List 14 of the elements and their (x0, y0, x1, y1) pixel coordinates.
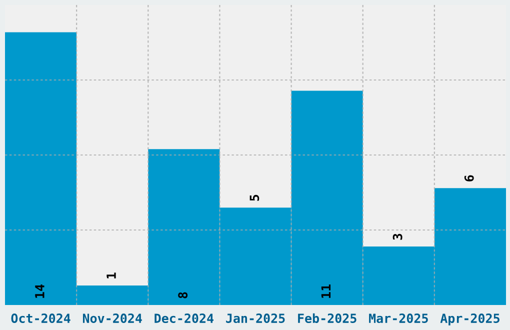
data-label: 11 (321, 284, 331, 298)
x-tick-label: Nov-2024 (82, 314, 142, 324)
x-tick-label: Feb-2025 (298, 313, 356, 324)
data-label: 1 (106, 272, 116, 278)
x-tick-label: Apr-2025 (440, 314, 500, 326)
x-tick-label: Mar-2025 (369, 314, 428, 324)
data-label: 5 (250, 194, 260, 201)
data-label: 14 (35, 284, 44, 298)
x-tick-label: Dec-2024 (154, 314, 214, 324)
data-label: 8 (178, 292, 188, 298)
data-label: 6 (464, 175, 474, 182)
data-label: 3 (392, 234, 402, 240)
x-tick-label: Jan-2025 (226, 314, 285, 324)
x-tick-label: Oct-2024 (11, 314, 70, 324)
